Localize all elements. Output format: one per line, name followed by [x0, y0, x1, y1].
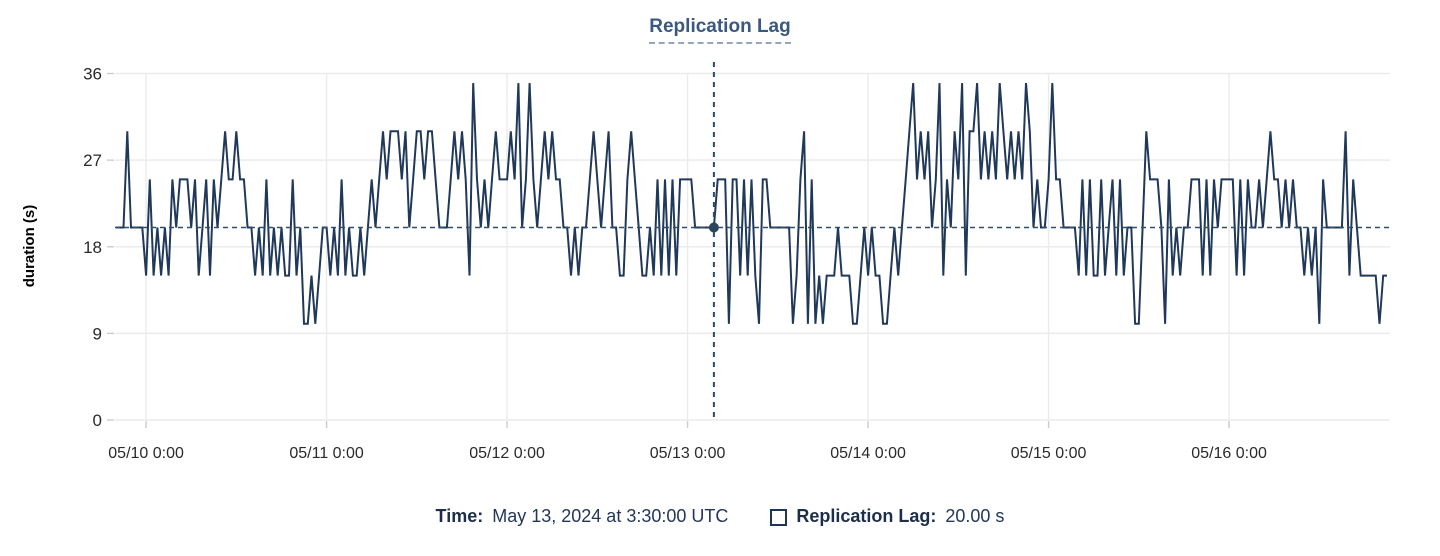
svg-text:27: 27: [83, 151, 102, 170]
svg-text:05/13 0:00: 05/13 0:00: [650, 445, 726, 462]
svg-text:05/10 0:00: 05/10 0:00: [108, 445, 184, 462]
time-value: May 13, 2024 at 3:30:00 UTC: [492, 506, 729, 526]
axis-ticks: [107, 72, 1230, 428]
svg-text:9: 9: [93, 324, 102, 343]
svg-text:36: 36: [83, 65, 102, 84]
svg-text:05/14 0:00: 05/14 0:00: [830, 445, 906, 462]
series-legend-key-icon[interactable]: [770, 509, 788, 526]
svg-text:0: 0: [93, 411, 102, 430]
svg-text:05/15 0:00: 05/15 0:00: [1011, 445, 1087, 462]
series-label: Replication Lag:: [796, 506, 937, 526]
y-tick-labels: 0 9 18 27 36: [83, 65, 102, 431]
y-axis-title: duration (s): [21, 205, 38, 288]
x-tick-labels: 05/10 0:00 05/11 0:00 05/12 0:00 05/13 0:00…: [108, 445, 1267, 462]
time-label: Time:: [435, 506, 484, 526]
chart-header: Replication Lag: [0, 16, 1440, 44]
crosshair-marker: [708, 222, 719, 233]
hover-legend: Time: May 13, 2024 at 3:30:00 UTC Replic…: [0, 506, 1440, 527]
svg-text:18: 18: [83, 238, 102, 257]
svg-text:05/16 0:00: 05/16 0:00: [1191, 445, 1267, 462]
svg-text:05/11 0:00: 05/11 0:00: [289, 445, 364, 462]
x-gridlines: [145, 73, 1230, 420]
series-line: [116, 83, 1387, 325]
series-value: 20.00 s: [945, 506, 1005, 526]
svg-text:05/12 0:00: 05/12 0:00: [469, 445, 545, 462]
chart-title[interactable]: Replication Lag: [649, 16, 791, 44]
y-gridlines: [115, 72, 1390, 421]
